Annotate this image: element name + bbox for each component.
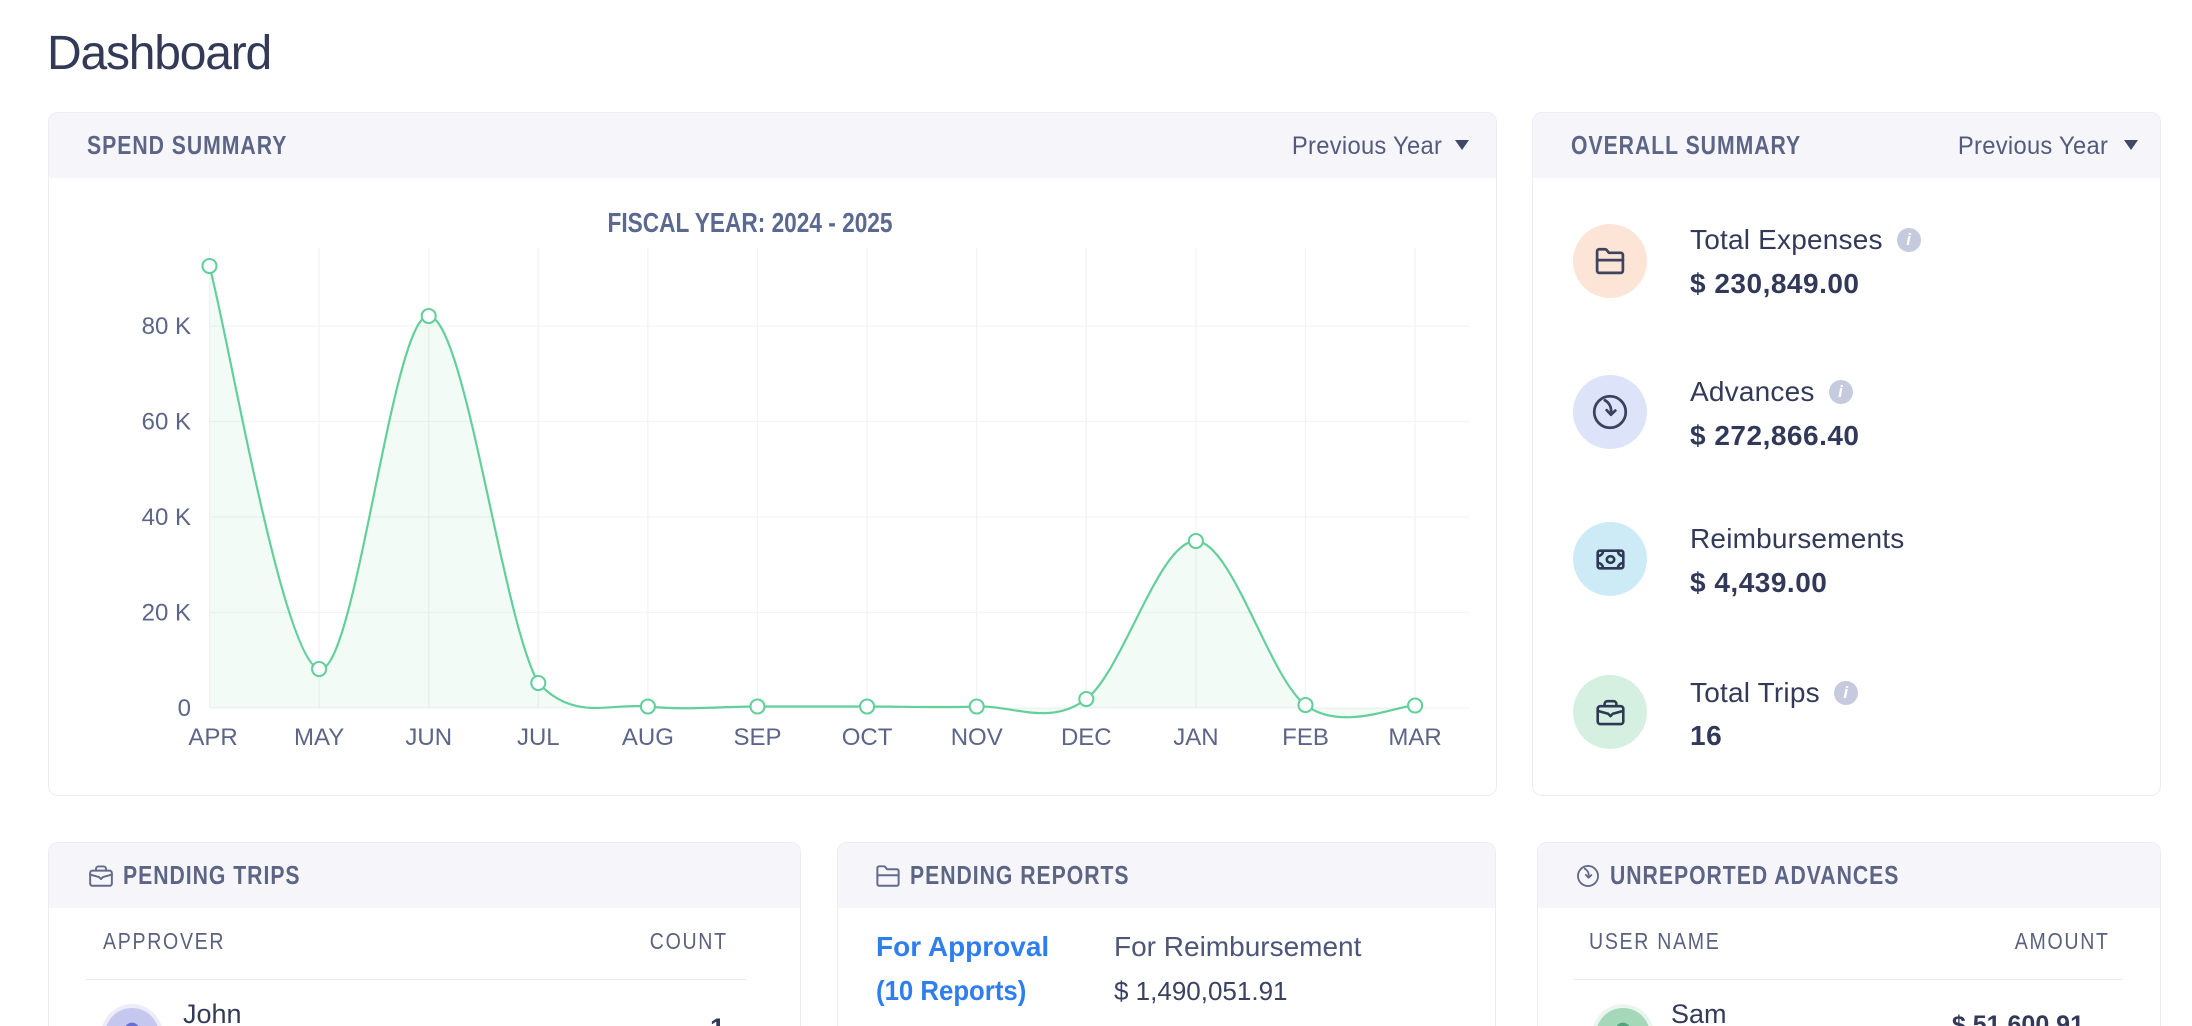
svg-text:FISCAL YEAR: 2024 - 2025: FISCAL YEAR: 2024 - 2025 [608, 207, 893, 238]
svg-text:60 K: 60 K [142, 409, 191, 436]
svg-text:DEC: DEC [1061, 724, 1112, 751]
svg-text:SEP: SEP [733, 724, 781, 751]
svg-text:MAR: MAR [1388, 724, 1441, 751]
svg-text:0: 0 [178, 695, 191, 722]
svg-text:FEB: FEB [1282, 724, 1329, 751]
svg-text:NOV: NOV [951, 724, 1003, 751]
svg-text:APR: APR [188, 724, 237, 751]
svg-text:JUN: JUN [405, 724, 452, 751]
svg-text:20 K: 20 K [142, 600, 191, 627]
svg-text:40 K: 40 K [142, 504, 191, 531]
svg-text:AUG: AUG [622, 724, 674, 751]
svg-text:80 K: 80 K [142, 313, 191, 340]
svg-text:JUL: JUL [517, 724, 560, 751]
svg-text:OCT: OCT [842, 724, 893, 751]
svg-text:MAY: MAY [294, 724, 344, 751]
svg-text:JAN: JAN [1173, 724, 1218, 751]
